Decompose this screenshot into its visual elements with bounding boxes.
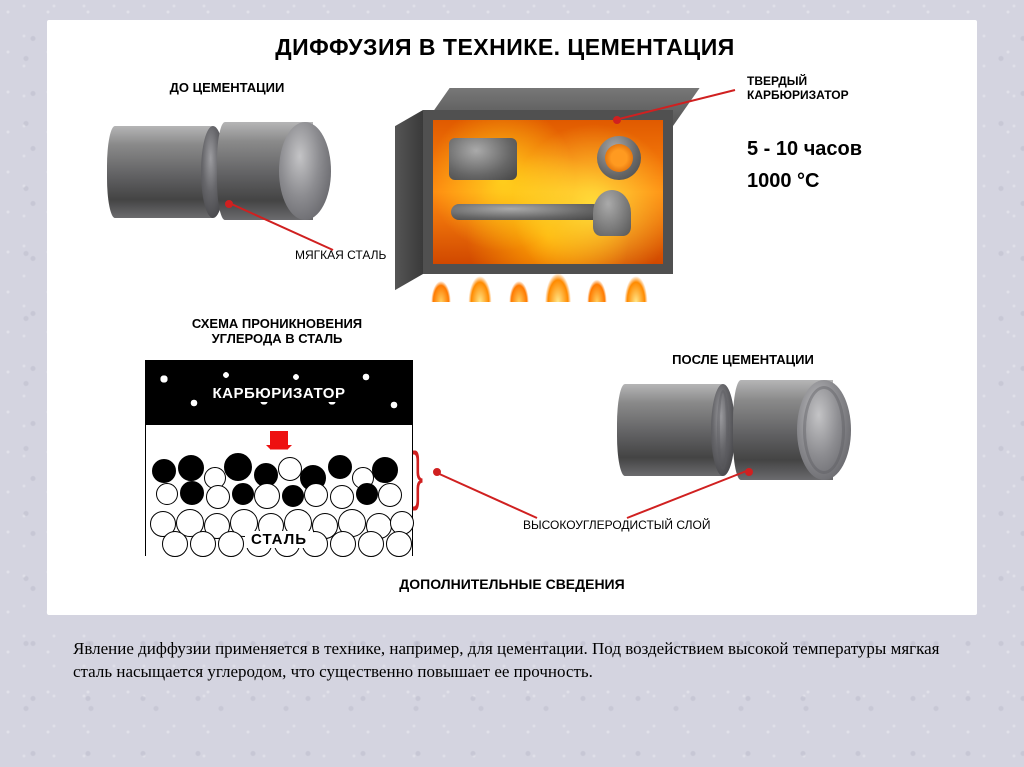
main-title: ДИФФУЗИЯ В ТЕХНИКЕ. ЦЕМЕНТАЦИЯ [47,34,963,61]
schema-label-steel: СТАЛЬ [245,531,313,548]
label-schema-title: СХЕМА ПРОНИКНОВЕНИЯ УГЛЕРОДА В СТАЛЬ [137,316,417,346]
schema-steel-layer: СТАЛЬ [146,509,412,557]
label-additional: ДОПОЛНИТЕЛЬНЫЕ СВЕДЕНИЯ [47,576,977,592]
diagram-panel: ДИФФУЗИЯ В ТЕХНИКЕ. ЦЕМЕНТАЦИЯ ДО ЦЕМЕНТ… [47,20,977,615]
label-soft-steel: МЯГКАЯ СТАЛЬ [295,248,386,262]
label-solid-carburizer: ТВЕРДЫЙ КАРБЮРИЗАТОР [747,74,849,102]
temperature-text: 1000 °C [747,170,820,193]
label-after: ПОСЛЕ ЦЕМЕНТАЦИИ [653,352,833,367]
pointer-high-carbon [431,468,761,524]
diffusion-schema: КАРБЮРИЗАТОР [145,360,413,556]
flames-icon [415,258,675,302]
label-before: ДО ЦЕМЕНТАЦИИ [137,80,317,95]
schema-label-carburizer: КАРБЮРИЗАТОР [209,385,350,402]
pointer-solid-carburizer [611,86,743,126]
footnote-text: Явление диффузии применяется в технике, … [73,638,943,684]
schema-mixing-layer [146,453,412,509]
duration-text: 5 - 10 часов [747,138,862,161]
schema-arrows [146,425,412,453]
brace-icon: } [412,438,423,512]
label-high-carbon: ВЫСОКОУГЛЕРОДИСТЫЙ СЛОЙ [523,518,710,532]
